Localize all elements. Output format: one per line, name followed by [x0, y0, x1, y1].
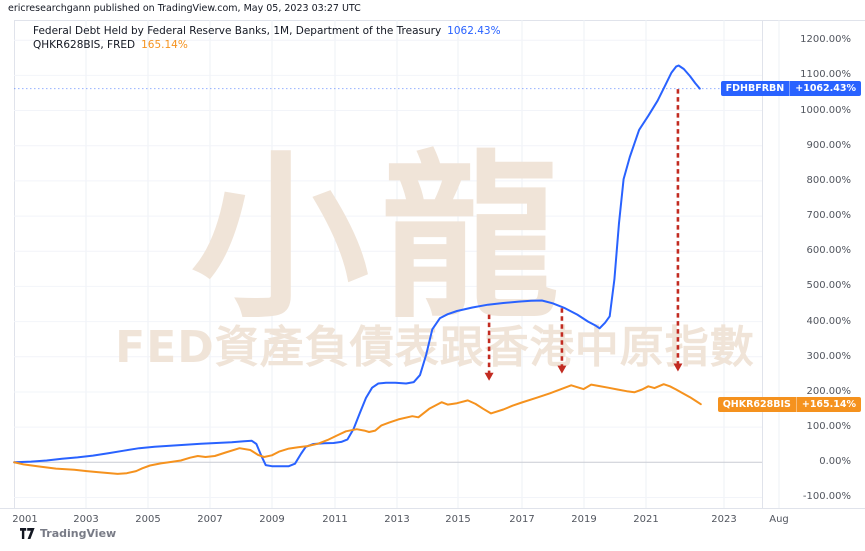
arrow-head	[557, 365, 567, 374]
time-axis-label: 2007	[197, 514, 223, 525]
price-badge-qhkr628bis: QHKR628BIS +165.14%	[717, 397, 861, 412]
time-axis-label: 2005	[135, 514, 161, 525]
time-axis-label: 2003	[73, 514, 99, 525]
price-badge-value: +1062.43%	[789, 81, 861, 96]
legend-title-compare: QHKR628BIS, FRED	[33, 39, 136, 51]
price-axis-label: -100.00%	[802, 491, 851, 503]
price-axis-label: 600.00%	[806, 245, 852, 257]
time-axis-label: 2017	[509, 514, 535, 525]
price-axis-label: 100.00%	[806, 421, 852, 433]
price-axis-label: 400.00%	[806, 315, 852, 327]
legend-title-main: Federal Debt Held by Federal Reserve Ban…	[33, 25, 442, 37]
price-axis-label: 800.00%	[806, 174, 852, 186]
time-axis-label: 2015	[445, 514, 471, 525]
price-badge-fdhbfrbn: FDHBFRBN +1062.43%	[720, 81, 861, 96]
publish-info: ericresearchgann published on TradingVie…	[8, 3, 361, 14]
price-axis-label: 0.00%	[819, 456, 851, 468]
arrow-head	[484, 372, 494, 381]
price-axis-label: 1000.00%	[800, 104, 851, 116]
legend-value-compare: 165.14%	[141, 39, 188, 51]
red-dashed-arrow	[673, 89, 683, 372]
time-axis-label: 2001	[12, 514, 38, 525]
compare-series-line-qhkr628bis	[13, 383, 702, 475]
time-axis-separator[interactable]	[0, 508, 865, 509]
red-dashed-arrow	[484, 314, 494, 381]
price-axis-label: 500.00%	[806, 280, 852, 292]
time-axis-label: 2021	[633, 514, 659, 525]
time-axis-label: 2013	[384, 514, 410, 525]
time-axis-label: 2009	[259, 514, 285, 525]
time-axis-label: 2023	[711, 514, 737, 525]
chart-top-border	[14, 20, 865, 21]
legend-value-main: 1062.43%	[447, 25, 501, 37]
price-axis-label: 1200.00%	[800, 34, 851, 46]
red-dashed-arrow	[557, 308, 567, 374]
time-axis-label: 2011	[322, 514, 348, 525]
main-series-line-fdhbfrbn	[13, 64, 701, 468]
tradingview-wordmark: TradingView	[40, 527, 117, 540]
price-axis-label: 700.00%	[806, 210, 852, 222]
arrow-head	[673, 363, 683, 372]
price-axis-label: 200.00%	[806, 385, 852, 397]
chart-left-border	[14, 20, 15, 508]
price-axis-separator[interactable]	[762, 20, 763, 508]
legend-row-main-series[interactable]: Federal Debt Held by Federal Reserve Ban…	[33, 24, 501, 38]
price-badge-symbol: QHKR628BIS	[722, 399, 791, 410]
legend-row-compare-series[interactable]: QHKR628BIS, FRED 165.14%	[33, 38, 501, 52]
price-axis-label: 1100.00%	[800, 69, 851, 81]
price-badge-value: +165.14%	[795, 397, 861, 412]
price-badge-symbol: FDHBFRBN	[725, 83, 785, 94]
time-axis-label: Aug	[769, 514, 789, 525]
price-axis-label: 300.00%	[806, 350, 852, 362]
tradingview-logo-link[interactable]: TradingView	[20, 527, 116, 540]
time-axis-label: 2019	[571, 514, 597, 525]
tradingview-logo-icon	[20, 527, 35, 539]
legend: Federal Debt Held by Federal Reserve Ban…	[33, 24, 501, 52]
price-axis-label: 900.00%	[806, 139, 852, 151]
